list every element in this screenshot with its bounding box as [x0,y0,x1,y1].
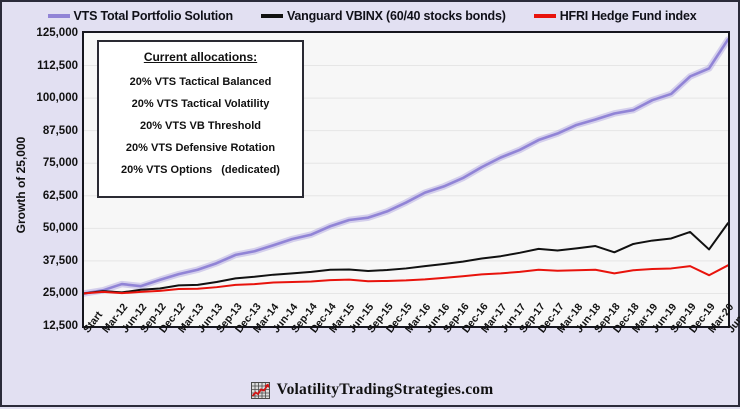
y-tick-label: 112,500 [37,59,78,72]
y-tick-label: 25,000 [42,287,78,300]
allocations-box: Current allocations: 20% VTS Tactical Ba… [97,40,304,198]
series-line-1 [84,222,728,295]
y-tick-label: 75,000 [42,157,78,170]
allocations-title: Current allocations: [143,50,258,64]
chart-grid-icon [250,381,270,399]
allocation-line: 20% VTS Tactical Balanced [129,76,272,88]
footer: VolatilityTradingStrategies.com [2,376,740,404]
allocation-line: 20% VTS Defensive Rotation [125,142,276,154]
y-tick-label: 12,500 [42,320,78,332]
legend-label-vts: VTS Total Portfolio Solution [73,9,234,23]
y-tick-label: 37,500 [42,254,78,267]
allocation-line: 20% VTS VB Threshold [139,120,262,132]
chart-legend: VTS Total Portfolio Solution Vanguard VB… [2,6,740,26]
legend-item-vbinx: Vanguard VBINX (60/40 stocks bonds) [260,9,506,23]
y-tick-label: 62,500 [42,189,78,202]
y-tick-label: 87,500 [42,124,78,137]
footer-site-name: VolatilityTradingStrategies.com [276,381,494,398]
y-axis-ticks: 125,000 112,500 100,000 87,500 75,000 62,500 5… [4,2,78,409]
series-line-2 [84,264,728,295]
series-line-0 [84,38,728,295]
legend-label-vbinx: Vanguard VBINX (60/40 stocks bonds) [286,9,506,23]
y-tick-label: 100,000 [36,92,78,105]
legend-swatch-hfri [533,14,556,18]
legend-swatch-vbinx [260,14,283,18]
allocation-line: 20% VTS Tactical Volatility [131,98,270,110]
y-tick-label: 50,000 [42,222,78,235]
legend-item-hfri: HFRI Hedge Fund index [533,9,697,23]
x-axis-ticks: Start Mar-12 Jun-12 Sep-12 Dec-12 Mar-13 Jun-1… [2,301,740,380]
y-tick-label: 125,000 [36,27,78,39]
legend-swatch-vts [47,14,70,18]
allocation-line: 20% VTS Options (dedicated) [121,164,280,176]
legend-label-hfri: HFRI Hedge Fund index [559,9,697,23]
legend-item-vts: VTS Total Portfolio Solution [47,9,234,23]
